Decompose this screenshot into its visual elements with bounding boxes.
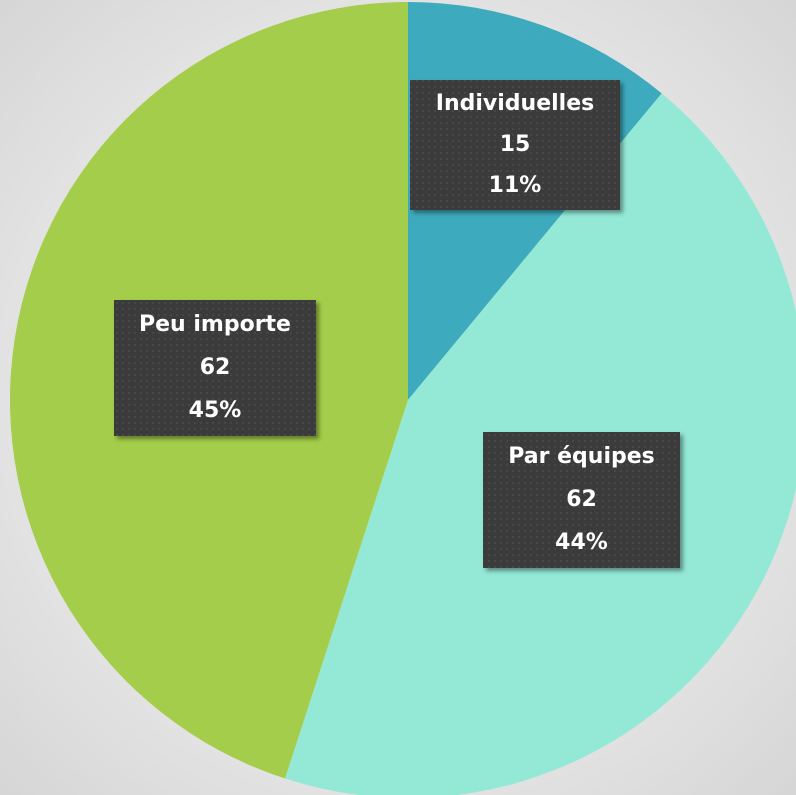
percent-label: 45%: [189, 398, 242, 423]
count-label: 62: [200, 355, 231, 380]
data-labels: Individuelles 15 11% Par équipes 62 44% Peu im…: [114, 80, 680, 568]
data-label: Par équipes 62 44%: [483, 432, 680, 568]
label-box: [410, 80, 620, 210]
category-label: Individuelles: [436, 91, 594, 116]
data-label: Individuelles 15 11%: [410, 80, 620, 210]
count-label: 15: [500, 132, 531, 157]
category-label: Peu importe: [139, 312, 291, 337]
label-box: [114, 300, 316, 436]
percent-label: 11%: [489, 173, 542, 198]
percent-label: 44%: [555, 530, 608, 555]
count-label: 62: [566, 487, 597, 512]
category-label: Par équipes: [508, 444, 655, 469]
data-label: Peu importe 62 45%: [114, 300, 316, 436]
label-box: [483, 432, 680, 568]
